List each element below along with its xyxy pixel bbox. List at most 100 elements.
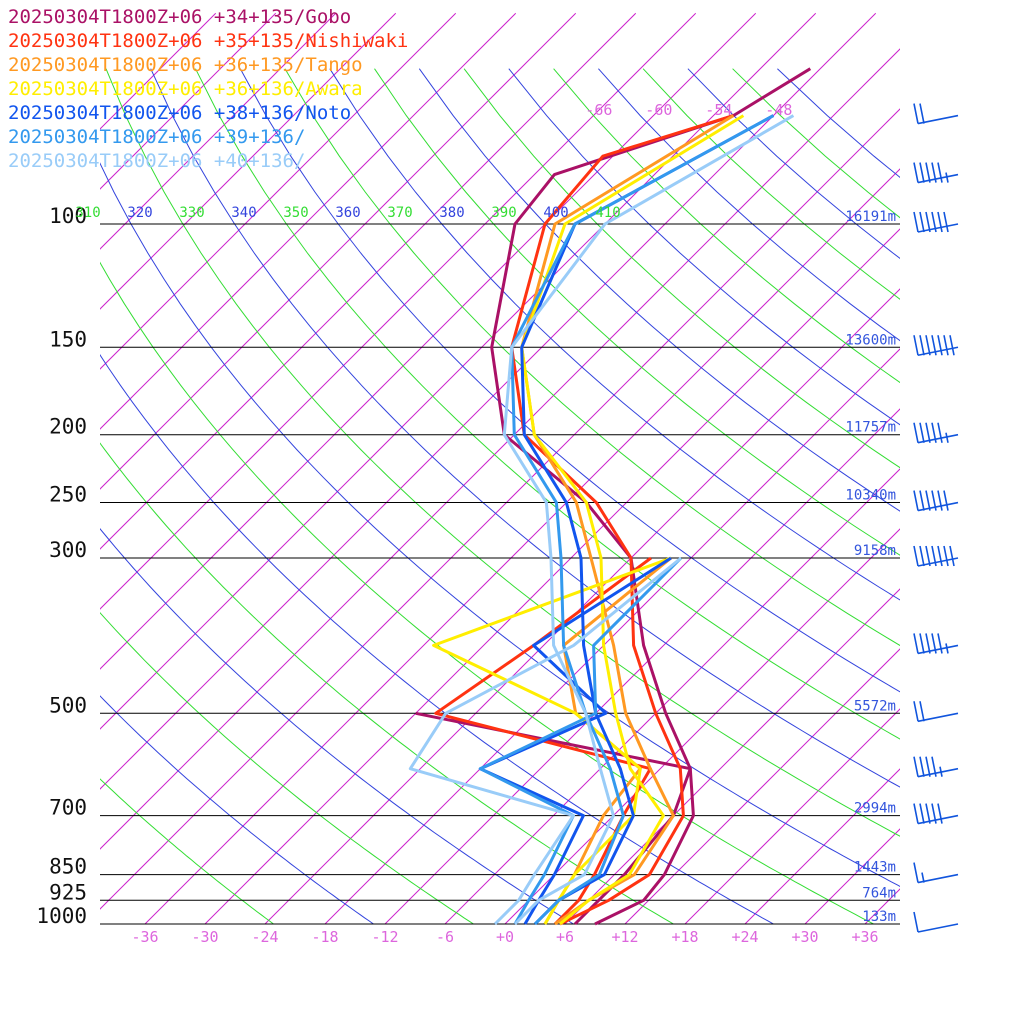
dewpoint-line (432, 556, 672, 925)
isotherm-line (100, 12, 397, 310)
height-label: 16191m (845, 209, 896, 225)
isotherm-line (684, 708, 900, 924)
temperature-tick-label: -18 (311, 928, 338, 946)
dry-adiabat-line (100, 695, 374, 924)
dry-adiabat-line (150, 68, 900, 788)
temperature-tick-label: +6 (556, 928, 574, 946)
legend-item: 20250304T1800Z+06 +35+135/Nishiwaki (8, 30, 409, 52)
moist-adiabat-line (463, 68, 900, 469)
temperature-tick-label: +30 (791, 928, 818, 946)
dry-adiabat-line (100, 354, 774, 924)
wind-barb (913, 422, 959, 444)
height-label: 133m (862, 909, 896, 925)
isotherm-line (504, 528, 900, 924)
dewpoint-line (408, 556, 682, 926)
moist-adiabat-line (100, 778, 274, 924)
theta-label: 330 (179, 205, 204, 221)
temperature-tick-label: -24 (251, 928, 278, 946)
pressure-tick-label: 850 (49, 855, 87, 879)
pressure-tick-label: 200 (49, 415, 87, 439)
wind-barb (913, 862, 959, 884)
isotherm-line (100, 12, 697, 610)
theta-label: 320 (127, 205, 152, 221)
temperature-line (520, 114, 775, 926)
pressure-tick-label: 1000 (36, 904, 87, 928)
dewpoint-line (415, 711, 692, 926)
moist-adiabat-line (100, 442, 674, 924)
legend-item: 20250304T1800Z+06 +39+136/ (8, 126, 306, 148)
dry-adiabat-line (418, 68, 900, 512)
isotherm-line (100, 12, 457, 370)
isotherm-line (804, 828, 900, 924)
isotherm-line (384, 408, 900, 924)
pressure-tick-label: 100 (49, 204, 87, 228)
isotherm-line (204, 228, 900, 924)
pressure-tick-label: 300 (49, 538, 87, 562)
theta-label: 400 (543, 205, 568, 221)
isotherm-line (100, 12, 757, 670)
pressure-tick-label: 925 (49, 880, 87, 904)
upper-temperature-label: -48 (765, 101, 792, 119)
height-label: 11757m (845, 420, 896, 436)
wind-barbs (913, 103, 959, 933)
isotherm-line (744, 768, 900, 924)
isotherm-line (564, 588, 900, 924)
isotherm-line (100, 12, 637, 550)
upper-temperature-label: -66 (585, 101, 612, 119)
moist-adiabat-line (642, 68, 900, 300)
temperature-tick-label: +12 (611, 928, 638, 946)
dry-adiabat-grid (100, 68, 900, 924)
isotherm-line (100, 12, 577, 490)
wind-barb (913, 633, 959, 655)
temperature-tick-label: -30 (191, 928, 218, 946)
wind-barb (913, 803, 959, 825)
moist-adiabat-line (100, 611, 474, 924)
legend-item: 20250304T1800Z+06 +36+136/Awara (8, 78, 363, 100)
theta-label: 380 (439, 205, 464, 221)
theta-label: 410 (595, 205, 620, 221)
dewpoint-line (478, 556, 683, 925)
pressure-tick-label: 250 (49, 483, 87, 507)
legend-item: 20250304T1800Z+06 +34+135/Gobo (8, 6, 352, 28)
dry-adiabat-line (508, 68, 900, 426)
wind-barb (913, 162, 959, 184)
temperature-tick-label: -12 (371, 928, 398, 946)
wind-barb (913, 701, 959, 723)
theta-label: 370 (387, 205, 412, 221)
wind-barb (913, 756, 959, 778)
isotherm-line (444, 468, 900, 924)
temperature-line (510, 114, 734, 926)
dry-adiabat-line (100, 162, 900, 887)
theta-label: 350 (283, 205, 308, 221)
moist-adiabat-line (195, 68, 900, 740)
isotherm-line (100, 12, 277, 190)
height-label: 10340m (845, 488, 896, 504)
isotherm-line (144, 168, 900, 924)
height-label: 5572m (854, 698, 896, 714)
temperature-tick-label: -6 (436, 928, 454, 946)
dewpoint-line (478, 556, 672, 925)
temperature-tick-label: +24 (731, 928, 758, 946)
wind-barb (913, 103, 959, 125)
theta-label: 340 (231, 205, 256, 221)
pressure-tick-label: 700 (49, 796, 87, 820)
dry-adiabat-line (239, 68, 900, 693)
dry-adiabat-line (777, 68, 900, 178)
height-label: 13600m (845, 332, 896, 348)
pressure-tick-label: 500 (49, 693, 87, 717)
upper-temperature-label: -54 (705, 101, 732, 119)
isotherm-line (100, 48, 900, 850)
height-label: 1443m (854, 860, 896, 876)
wind-barb (913, 490, 959, 512)
isotherm-grid (100, 12, 900, 924)
sounding-series (408, 67, 812, 926)
legend-item: 20250304T1800Z+06 +36+135/Tango (8, 54, 363, 76)
moist-adiabat-line (100, 261, 874, 924)
isotherm-line (100, 108, 900, 910)
isotherm-line (864, 888, 900, 924)
legend-item: 20250304T1800Z+06 +38+136/Noto (8, 102, 352, 124)
wind-barb (913, 545, 959, 567)
moist-adiabat-line (374, 68, 900, 556)
